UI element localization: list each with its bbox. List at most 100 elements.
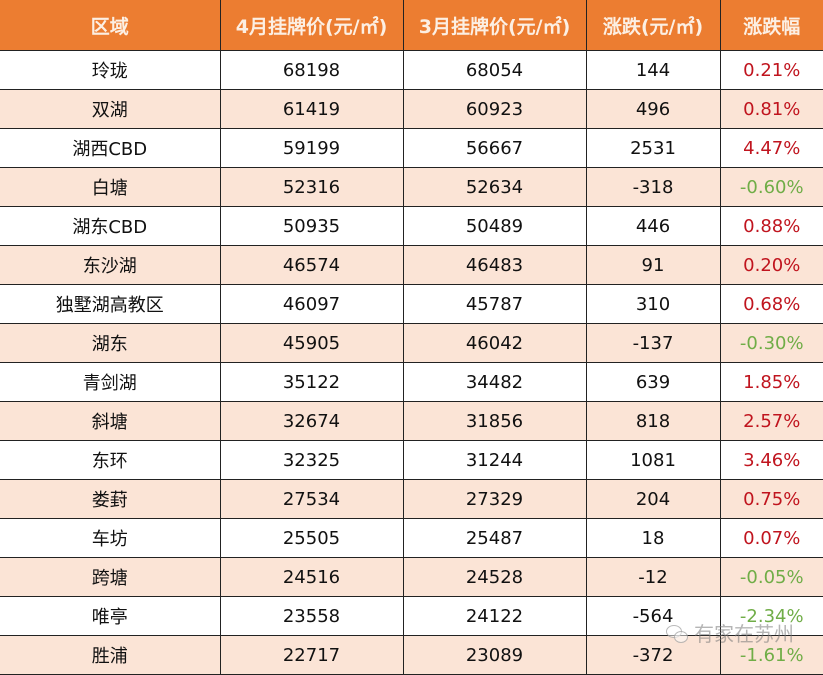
change-pct-cell: -2.34% bbox=[720, 596, 823, 636]
area-cell: 青剑湖 bbox=[0, 362, 221, 402]
apr-price-cell: 25505 bbox=[220, 518, 404, 558]
mar-price-cell: 27329 bbox=[403, 479, 587, 519]
apr-price-cell: 45905 bbox=[220, 323, 404, 363]
header-row: 区域 4月挂牌价(元/㎡) 3月挂牌价(元/㎡) 涨跌(元/㎡) 涨跌幅 bbox=[0, 0, 823, 51]
change-cell: 204 bbox=[586, 479, 721, 519]
area-cell: 娄葑 bbox=[0, 479, 221, 519]
change-pct-cell: -0.05% bbox=[720, 557, 823, 597]
change-cell: 144 bbox=[586, 50, 721, 90]
area-cell: 唯亭 bbox=[0, 596, 221, 636]
header-apr-price: 4月挂牌价(元/㎡) bbox=[220, 0, 404, 51]
header-change: 涨跌(元/㎡) bbox=[586, 0, 721, 51]
change-pct-cell: 1.85% bbox=[720, 362, 823, 402]
area-cell: 独墅湖高教区 bbox=[0, 284, 221, 324]
change-cell: 18 bbox=[586, 518, 721, 558]
apr-price-cell: 24516 bbox=[220, 557, 404, 597]
table-row: 湖东CBD 50935 50489 446 0.88% bbox=[0, 206, 823, 246]
table-row: 胜浦 22717 23089 -372 -1.61% bbox=[0, 635, 823, 675]
apr-price-cell: 59199 bbox=[220, 128, 404, 168]
mar-price-cell: 31244 bbox=[403, 440, 587, 480]
mar-price-cell: 46483 bbox=[403, 245, 587, 285]
change-cell: 639 bbox=[586, 362, 721, 402]
change-pct-cell: 4.47% bbox=[720, 128, 823, 168]
header-area: 区域 bbox=[0, 0, 221, 51]
mar-price-cell: 45787 bbox=[403, 284, 587, 324]
mar-price-cell: 31856 bbox=[403, 401, 587, 441]
change-pct-cell: 3.46% bbox=[720, 440, 823, 480]
area-cell: 胜浦 bbox=[0, 635, 221, 675]
apr-price-cell: 50935 bbox=[220, 206, 404, 246]
mar-price-cell: 23089 bbox=[403, 635, 587, 675]
mar-price-cell: 50489 bbox=[403, 206, 587, 246]
header-mar-price: 3月挂牌价(元/㎡) bbox=[403, 0, 587, 51]
mar-price-cell: 34482 bbox=[403, 362, 587, 402]
change-cell: 2531 bbox=[586, 128, 721, 168]
change-pct-cell: 2.57% bbox=[720, 401, 823, 441]
table-row: 娄葑 27534 27329 204 0.75% bbox=[0, 479, 823, 519]
change-pct-cell: -1.61% bbox=[720, 635, 823, 675]
mar-price-cell: 24122 bbox=[403, 596, 587, 636]
mar-price-cell: 56667 bbox=[403, 128, 587, 168]
apr-price-cell: 32674 bbox=[220, 401, 404, 441]
table-row: 东环 32325 31244 1081 3.46% bbox=[0, 440, 823, 480]
mar-price-cell: 46042 bbox=[403, 323, 587, 363]
mar-price-cell: 25487 bbox=[403, 518, 587, 558]
apr-price-cell: 46574 bbox=[220, 245, 404, 285]
change-cell: 91 bbox=[586, 245, 721, 285]
change-cell: 496 bbox=[586, 89, 721, 129]
table-row: 独墅湖高教区 46097 45787 310 0.68% bbox=[0, 284, 823, 324]
area-cell: 白塘 bbox=[0, 167, 221, 207]
table-row: 湖西CBD 59199 56667 2531 4.47% bbox=[0, 128, 823, 168]
mar-price-cell: 52634 bbox=[403, 167, 587, 207]
change-cell: 818 bbox=[586, 401, 721, 441]
change-pct-cell: -0.60% bbox=[720, 167, 823, 207]
area-cell: 跨塘 bbox=[0, 557, 221, 597]
apr-price-cell: 61419 bbox=[220, 89, 404, 129]
apr-price-cell: 27534 bbox=[220, 479, 404, 519]
header-change-pct: 涨跌幅 bbox=[720, 0, 823, 51]
table-row: 湖东 45905 46042 -137 -0.30% bbox=[0, 323, 823, 363]
change-cell: 446 bbox=[586, 206, 721, 246]
change-pct-cell: 0.75% bbox=[720, 479, 823, 519]
table-row: 唯亭 23558 24122 -564 -2.34% bbox=[0, 596, 823, 636]
table-row: 青剑湖 35122 34482 639 1.85% bbox=[0, 362, 823, 402]
area-cell: 玲珑 bbox=[0, 50, 221, 90]
change-cell: -12 bbox=[586, 557, 721, 597]
change-cell: -318 bbox=[586, 167, 721, 207]
area-cell: 车坊 bbox=[0, 518, 221, 558]
mar-price-cell: 68054 bbox=[403, 50, 587, 90]
change-pct-cell: -0.30% bbox=[720, 323, 823, 363]
change-pct-cell: 0.20% bbox=[720, 245, 823, 285]
change-cell: -564 bbox=[586, 596, 721, 636]
change-pct-cell: 0.88% bbox=[720, 206, 823, 246]
table-row: 白塘 52316 52634 -318 -0.60% bbox=[0, 167, 823, 207]
area-cell: 东环 bbox=[0, 440, 221, 480]
change-cell: 1081 bbox=[586, 440, 721, 480]
table-row: 跨塘 24516 24528 -12 -0.05% bbox=[0, 557, 823, 597]
change-pct-cell: 0.81% bbox=[720, 89, 823, 129]
apr-price-cell: 52316 bbox=[220, 167, 404, 207]
apr-price-cell: 68198 bbox=[220, 50, 404, 90]
area-cell: 东沙湖 bbox=[0, 245, 221, 285]
apr-price-cell: 35122 bbox=[220, 362, 404, 402]
mar-price-cell: 24528 bbox=[403, 557, 587, 597]
change-cell: -372 bbox=[586, 635, 721, 675]
apr-price-cell: 22717 bbox=[220, 635, 404, 675]
change-pct-cell: 0.07% bbox=[720, 518, 823, 558]
area-cell: 湖东CBD bbox=[0, 206, 221, 246]
table-row: 斜塘 32674 31856 818 2.57% bbox=[0, 401, 823, 441]
table-row: 双湖 61419 60923 496 0.81% bbox=[0, 89, 823, 129]
apr-price-cell: 32325 bbox=[220, 440, 404, 480]
table-row: 玲珑 68198 68054 144 0.21% bbox=[0, 50, 823, 90]
table-row: 车坊 25505 25487 18 0.07% bbox=[0, 518, 823, 558]
mar-price-cell: 60923 bbox=[403, 89, 587, 129]
table-row: 东沙湖 46574 46483 91 0.20% bbox=[0, 245, 823, 285]
apr-price-cell: 46097 bbox=[220, 284, 404, 324]
area-cell: 斜塘 bbox=[0, 401, 221, 441]
area-cell: 湖东 bbox=[0, 323, 221, 363]
change-cell: 310 bbox=[586, 284, 721, 324]
apr-price-cell: 23558 bbox=[220, 596, 404, 636]
area-cell: 双湖 bbox=[0, 89, 221, 129]
area-cell: 湖西CBD bbox=[0, 128, 221, 168]
